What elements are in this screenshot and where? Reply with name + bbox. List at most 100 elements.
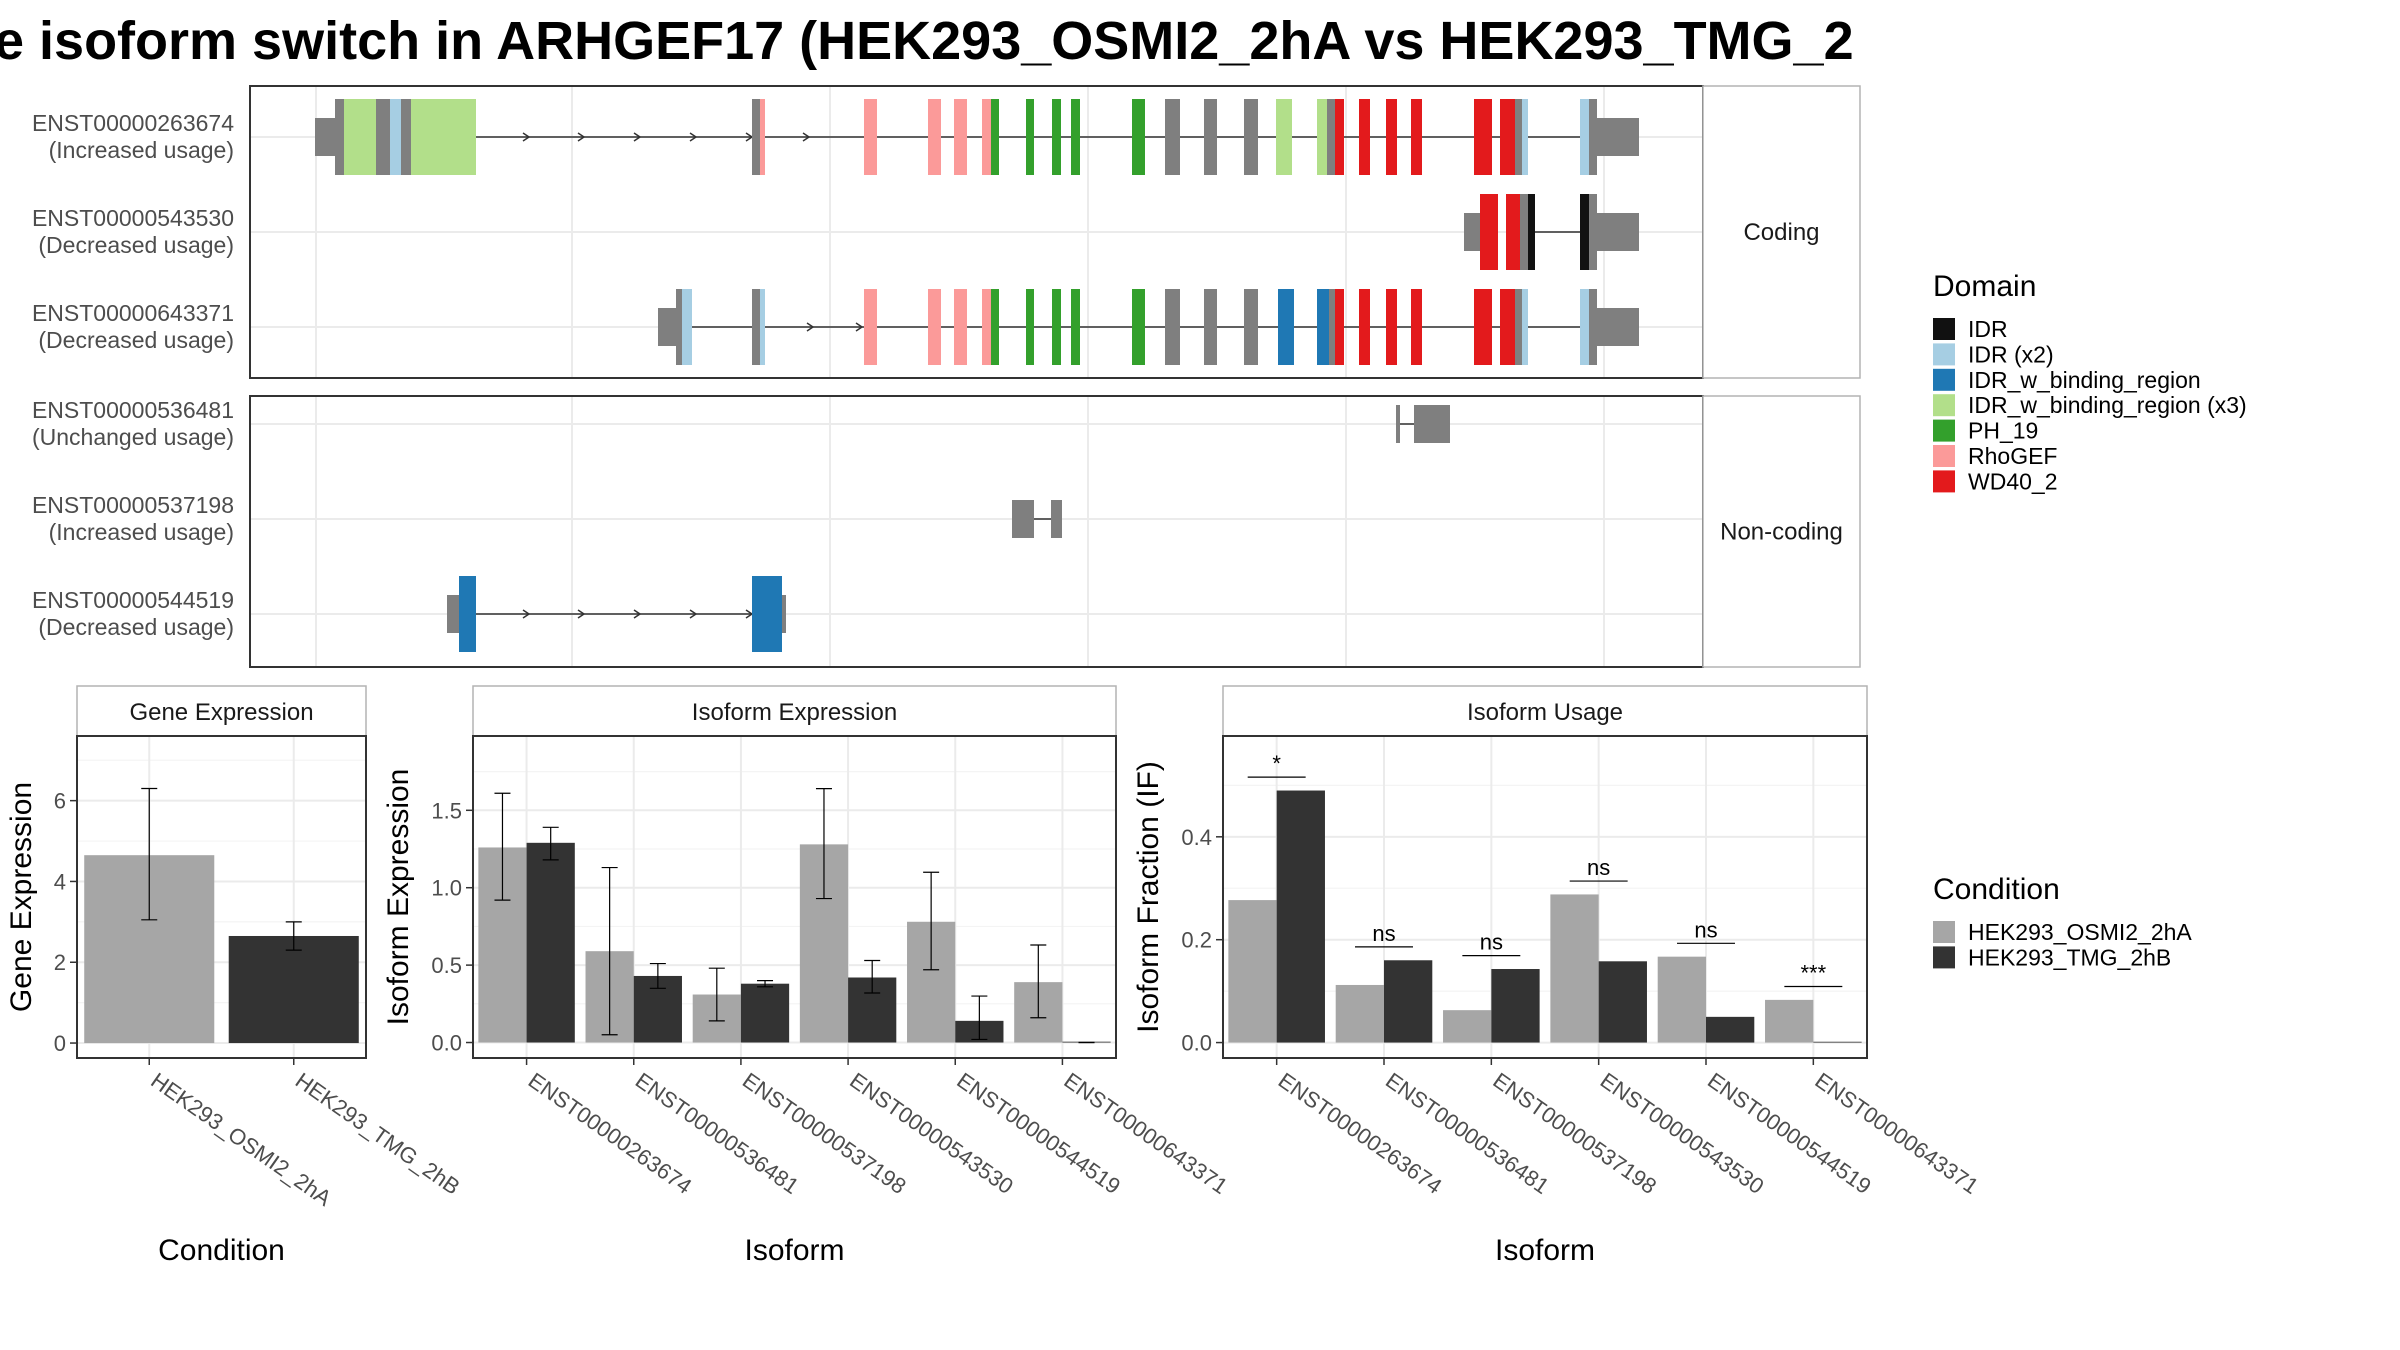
- exon: [682, 289, 692, 365]
- y-tick-label: 6: [54, 789, 66, 814]
- strand-arrow: [633, 132, 642, 142]
- exon: [1317, 99, 1327, 175]
- exon: [928, 289, 941, 365]
- x-axis-title: Isoform: [1495, 1234, 1595, 1267]
- legend-key-IDR_w_binding_region: [1933, 368, 1955, 391]
- y-tick-label: 0.4: [1181, 825, 1212, 850]
- exon: [1052, 99, 1061, 175]
- legend-label: IDR_w_binding_region: [1968, 367, 2201, 393]
- exon: [1500, 99, 1515, 175]
- exon: [1580, 289, 1589, 365]
- coding-strip-label: Coding: [1743, 219, 1819, 246]
- exon: [1026, 99, 1034, 175]
- condition-legend-title: Condition: [1933, 873, 2060, 906]
- transcript-id-label: ENST00000643371: [32, 300, 234, 326]
- transcript-id-label: ENST00000543530: [32, 205, 234, 231]
- bar: [1276, 790, 1325, 1043]
- legend-key-condition: [1933, 921, 1955, 943]
- y-axis-title: Gene Expression: [5, 782, 38, 1012]
- exon: [1589, 194, 1597, 270]
- exon: [1051, 500, 1062, 538]
- exon: [1071, 289, 1080, 365]
- transcript-id-label: ENST00000537198: [32, 492, 234, 518]
- strand-arrow: [522, 609, 531, 619]
- exon: [658, 308, 676, 346]
- exon: [401, 99, 411, 175]
- exon: [1474, 289, 1492, 365]
- legend-label: PH_19: [1968, 418, 2038, 444]
- exon: [1335, 99, 1344, 175]
- exon: [335, 99, 344, 175]
- facet-strip: [1702, 395, 1861, 668]
- exon: [1589, 289, 1597, 365]
- exon: [1132, 289, 1145, 365]
- exon: [1132, 99, 1145, 175]
- strand-arrow: [689, 609, 698, 619]
- exon: [1580, 99, 1589, 175]
- bar: [1550, 894, 1599, 1043]
- bar: [1765, 999, 1814, 1043]
- exon: [1052, 289, 1061, 365]
- exon: [1278, 289, 1294, 365]
- bar: [228, 935, 359, 1044]
- strand-arrow: [577, 132, 586, 142]
- strand-arrow: [577, 609, 586, 619]
- bar: [1657, 956, 1706, 1043]
- exon: [782, 595, 786, 633]
- exon: [344, 99, 376, 175]
- exon: [1165, 99, 1180, 175]
- x-axis-title: Isoform: [744, 1234, 844, 1267]
- bar: [1813, 1041, 1862, 1043]
- exon: [1414, 405, 1450, 443]
- exon: [752, 576, 782, 652]
- exon: [752, 99, 760, 175]
- y-tick-label: 0: [54, 1031, 66, 1056]
- exon: [864, 289, 877, 365]
- noncoding-strip-label: Non-coding: [1720, 519, 1843, 546]
- exon: [928, 99, 941, 175]
- isoform-usage-chart: Isoform Usage*ns nsnsns***0.00.20.4ENST00…: [1132, 685, 1983, 1267]
- exon: [954, 99, 967, 175]
- bar: [740, 983, 790, 1043]
- strand-arrow: [689, 132, 698, 142]
- legend-label: HEK293_OSMI2_2hA: [1968, 919, 2192, 945]
- significance-label: ns: [1372, 921, 1395, 946]
- strand-arrow: [802, 132, 811, 142]
- exon: [760, 289, 765, 365]
- exon: [459, 576, 476, 652]
- facet-strip: [1222, 685, 1868, 737]
- exon: [1515, 289, 1522, 365]
- exon: [1522, 99, 1528, 175]
- exon: [991, 289, 999, 365]
- exon: [1500, 289, 1515, 365]
- strand-arrow: [806, 322, 815, 332]
- plot-bg: [1223, 736, 1867, 1058]
- exon: [411, 99, 476, 175]
- exon: [376, 99, 390, 175]
- exon: [1386, 289, 1397, 365]
- plot-border: [1222, 735, 1868, 1059]
- y-tick-label: 0.2: [1181, 928, 1212, 953]
- figure-title: e isoform switch in ARHGEF17 (HEK293_OSM…: [0, 11, 1854, 71]
- legend-key-PH_19: [1933, 419, 1955, 442]
- exon: [1359, 289, 1370, 365]
- exon: [1071, 99, 1080, 175]
- legend-label: RhoGEF: [1968, 443, 2057, 469]
- plot-border: [76, 735, 367, 1059]
- transcript-id-label: ENST00000536481: [32, 397, 234, 423]
- exon: [1589, 99, 1597, 175]
- exon: [1359, 99, 1370, 175]
- y-tick-label: 0.0: [1181, 1031, 1212, 1056]
- bar: [1598, 961, 1647, 1043]
- plot-border: [472, 735, 1117, 1059]
- exon: [1317, 289, 1329, 365]
- transcript-id-label: ENST00000544519: [32, 587, 234, 613]
- exon: [1520, 194, 1528, 270]
- transcript-id-label: ENST00000263674: [32, 110, 234, 136]
- legend-label: HEK293_TMG_2hB: [1968, 944, 2171, 970]
- legend-label: IDR_w_binding_region (x3): [1968, 392, 2247, 418]
- legend-label: IDR (x2): [1968, 341, 2054, 367]
